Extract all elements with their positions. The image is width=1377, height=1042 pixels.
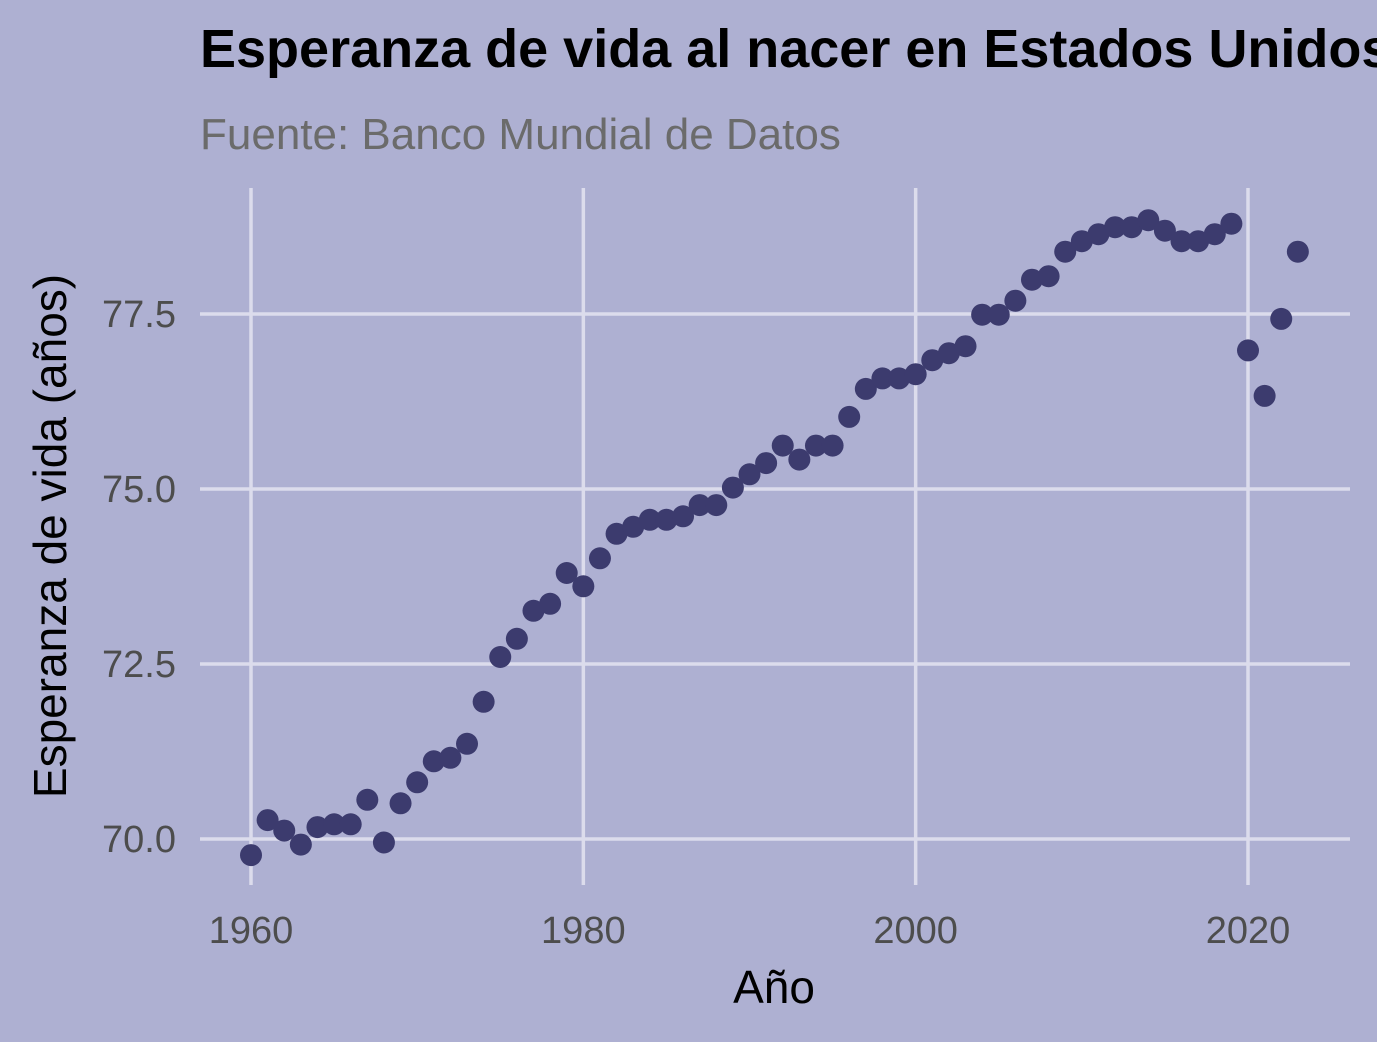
data-point bbox=[1203, 223, 1226, 246]
data-points bbox=[240, 209, 1309, 867]
data-point bbox=[339, 813, 362, 836]
data-point bbox=[788, 448, 811, 471]
data-point bbox=[256, 809, 279, 832]
y-tick-label: 77.5 bbox=[102, 294, 176, 336]
data-point bbox=[688, 494, 711, 517]
x-tick-label: 2020 bbox=[1206, 910, 1291, 952]
data-point bbox=[356, 788, 379, 811]
y-tick-label: 75.0 bbox=[102, 469, 176, 511]
data-point bbox=[755, 452, 778, 475]
data-point bbox=[422, 750, 445, 773]
data-point bbox=[1020, 268, 1043, 291]
data-point bbox=[838, 405, 861, 428]
x-axis-ticks: 1960 1980 2000 2020 bbox=[209, 910, 1291, 952]
data-point bbox=[987, 303, 1010, 326]
data-point bbox=[672, 505, 695, 528]
data-point bbox=[821, 434, 844, 457]
data-point bbox=[406, 771, 429, 794]
chart-subtitle: Fuente: Banco Mundial de Datos bbox=[200, 110, 841, 159]
data-point bbox=[738, 463, 761, 486]
data-point bbox=[622, 515, 645, 538]
data-point bbox=[1137, 209, 1160, 232]
data-point bbox=[323, 813, 346, 836]
data-point bbox=[306, 816, 329, 839]
x-tick-label: 1980 bbox=[541, 910, 626, 952]
data-point bbox=[1270, 307, 1293, 330]
data-point bbox=[1087, 223, 1110, 246]
data-point bbox=[289, 833, 312, 856]
data-point bbox=[389, 792, 412, 815]
data-point bbox=[1054, 240, 1077, 263]
data-point bbox=[1253, 384, 1276, 407]
data-point bbox=[1104, 216, 1127, 239]
grid-lines bbox=[200, 188, 1350, 885]
chart-title: Esperanza de vida al nacer en Estados Un… bbox=[200, 19, 1377, 79]
data-point bbox=[804, 434, 827, 457]
data-point bbox=[1070, 230, 1093, 253]
data-point bbox=[439, 746, 462, 769]
data-point bbox=[555, 562, 578, 584]
data-point bbox=[854, 377, 877, 400]
data-point bbox=[937, 342, 960, 365]
data-point bbox=[1286, 240, 1309, 263]
data-point bbox=[588, 547, 611, 570]
data-point bbox=[721, 476, 744, 499]
data-point bbox=[240, 844, 262, 867]
data-point bbox=[904, 363, 927, 386]
data-point bbox=[1237, 339, 1259, 362]
y-axis-ticks: 70.0 72.5 75.0 77.5 bbox=[102, 294, 176, 861]
data-point bbox=[771, 434, 794, 457]
data-point bbox=[954, 335, 977, 358]
data-point bbox=[539, 592, 562, 615]
data-point bbox=[472, 690, 495, 713]
data-point bbox=[1170, 230, 1193, 253]
x-tick-label: 1960 bbox=[209, 910, 294, 952]
data-point bbox=[522, 599, 545, 622]
data-point bbox=[572, 575, 595, 598]
data-point bbox=[871, 367, 894, 390]
data-point bbox=[489, 646, 512, 668]
y-tick-label: 72.5 bbox=[102, 644, 176, 686]
x-axis-title: Año bbox=[733, 961, 815, 1013]
data-point bbox=[1004, 289, 1027, 312]
data-point bbox=[888, 367, 911, 390]
y-axis-title: Esperanza de vida (años) bbox=[24, 274, 76, 798]
data-point bbox=[505, 627, 528, 650]
data-point bbox=[1153, 219, 1176, 242]
data-point bbox=[705, 494, 728, 517]
data-point bbox=[1037, 265, 1060, 288]
x-tick-label: 2000 bbox=[873, 910, 958, 952]
data-point bbox=[1220, 212, 1243, 235]
data-point bbox=[456, 732, 479, 755]
data-point bbox=[605, 522, 628, 545]
data-point bbox=[638, 508, 661, 531]
data-point bbox=[1187, 230, 1210, 253]
data-point bbox=[1120, 216, 1143, 239]
data-point bbox=[921, 349, 944, 372]
data-point bbox=[971, 303, 994, 326]
y-tick-label: 70.0 bbox=[102, 819, 176, 861]
data-point bbox=[655, 508, 678, 531]
data-point bbox=[372, 831, 395, 854]
data-point bbox=[273, 819, 296, 842]
